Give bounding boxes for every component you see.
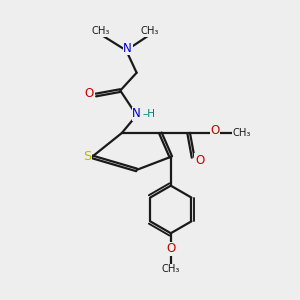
- Text: O: O: [195, 154, 204, 167]
- Text: O: O: [166, 242, 176, 255]
- Text: CH₃: CH₃: [233, 128, 251, 138]
- Text: CH₃: CH₃: [92, 26, 110, 36]
- Text: –H: –H: [142, 109, 155, 119]
- Text: N: N: [132, 107, 141, 120]
- Text: O: O: [85, 87, 94, 100]
- Text: CH₃: CH₃: [162, 265, 180, 275]
- Text: S: S: [83, 150, 92, 163]
- Text: N: N: [123, 42, 132, 55]
- Text: CH₃: CH₃: [141, 26, 159, 36]
- Text: O: O: [210, 124, 219, 136]
